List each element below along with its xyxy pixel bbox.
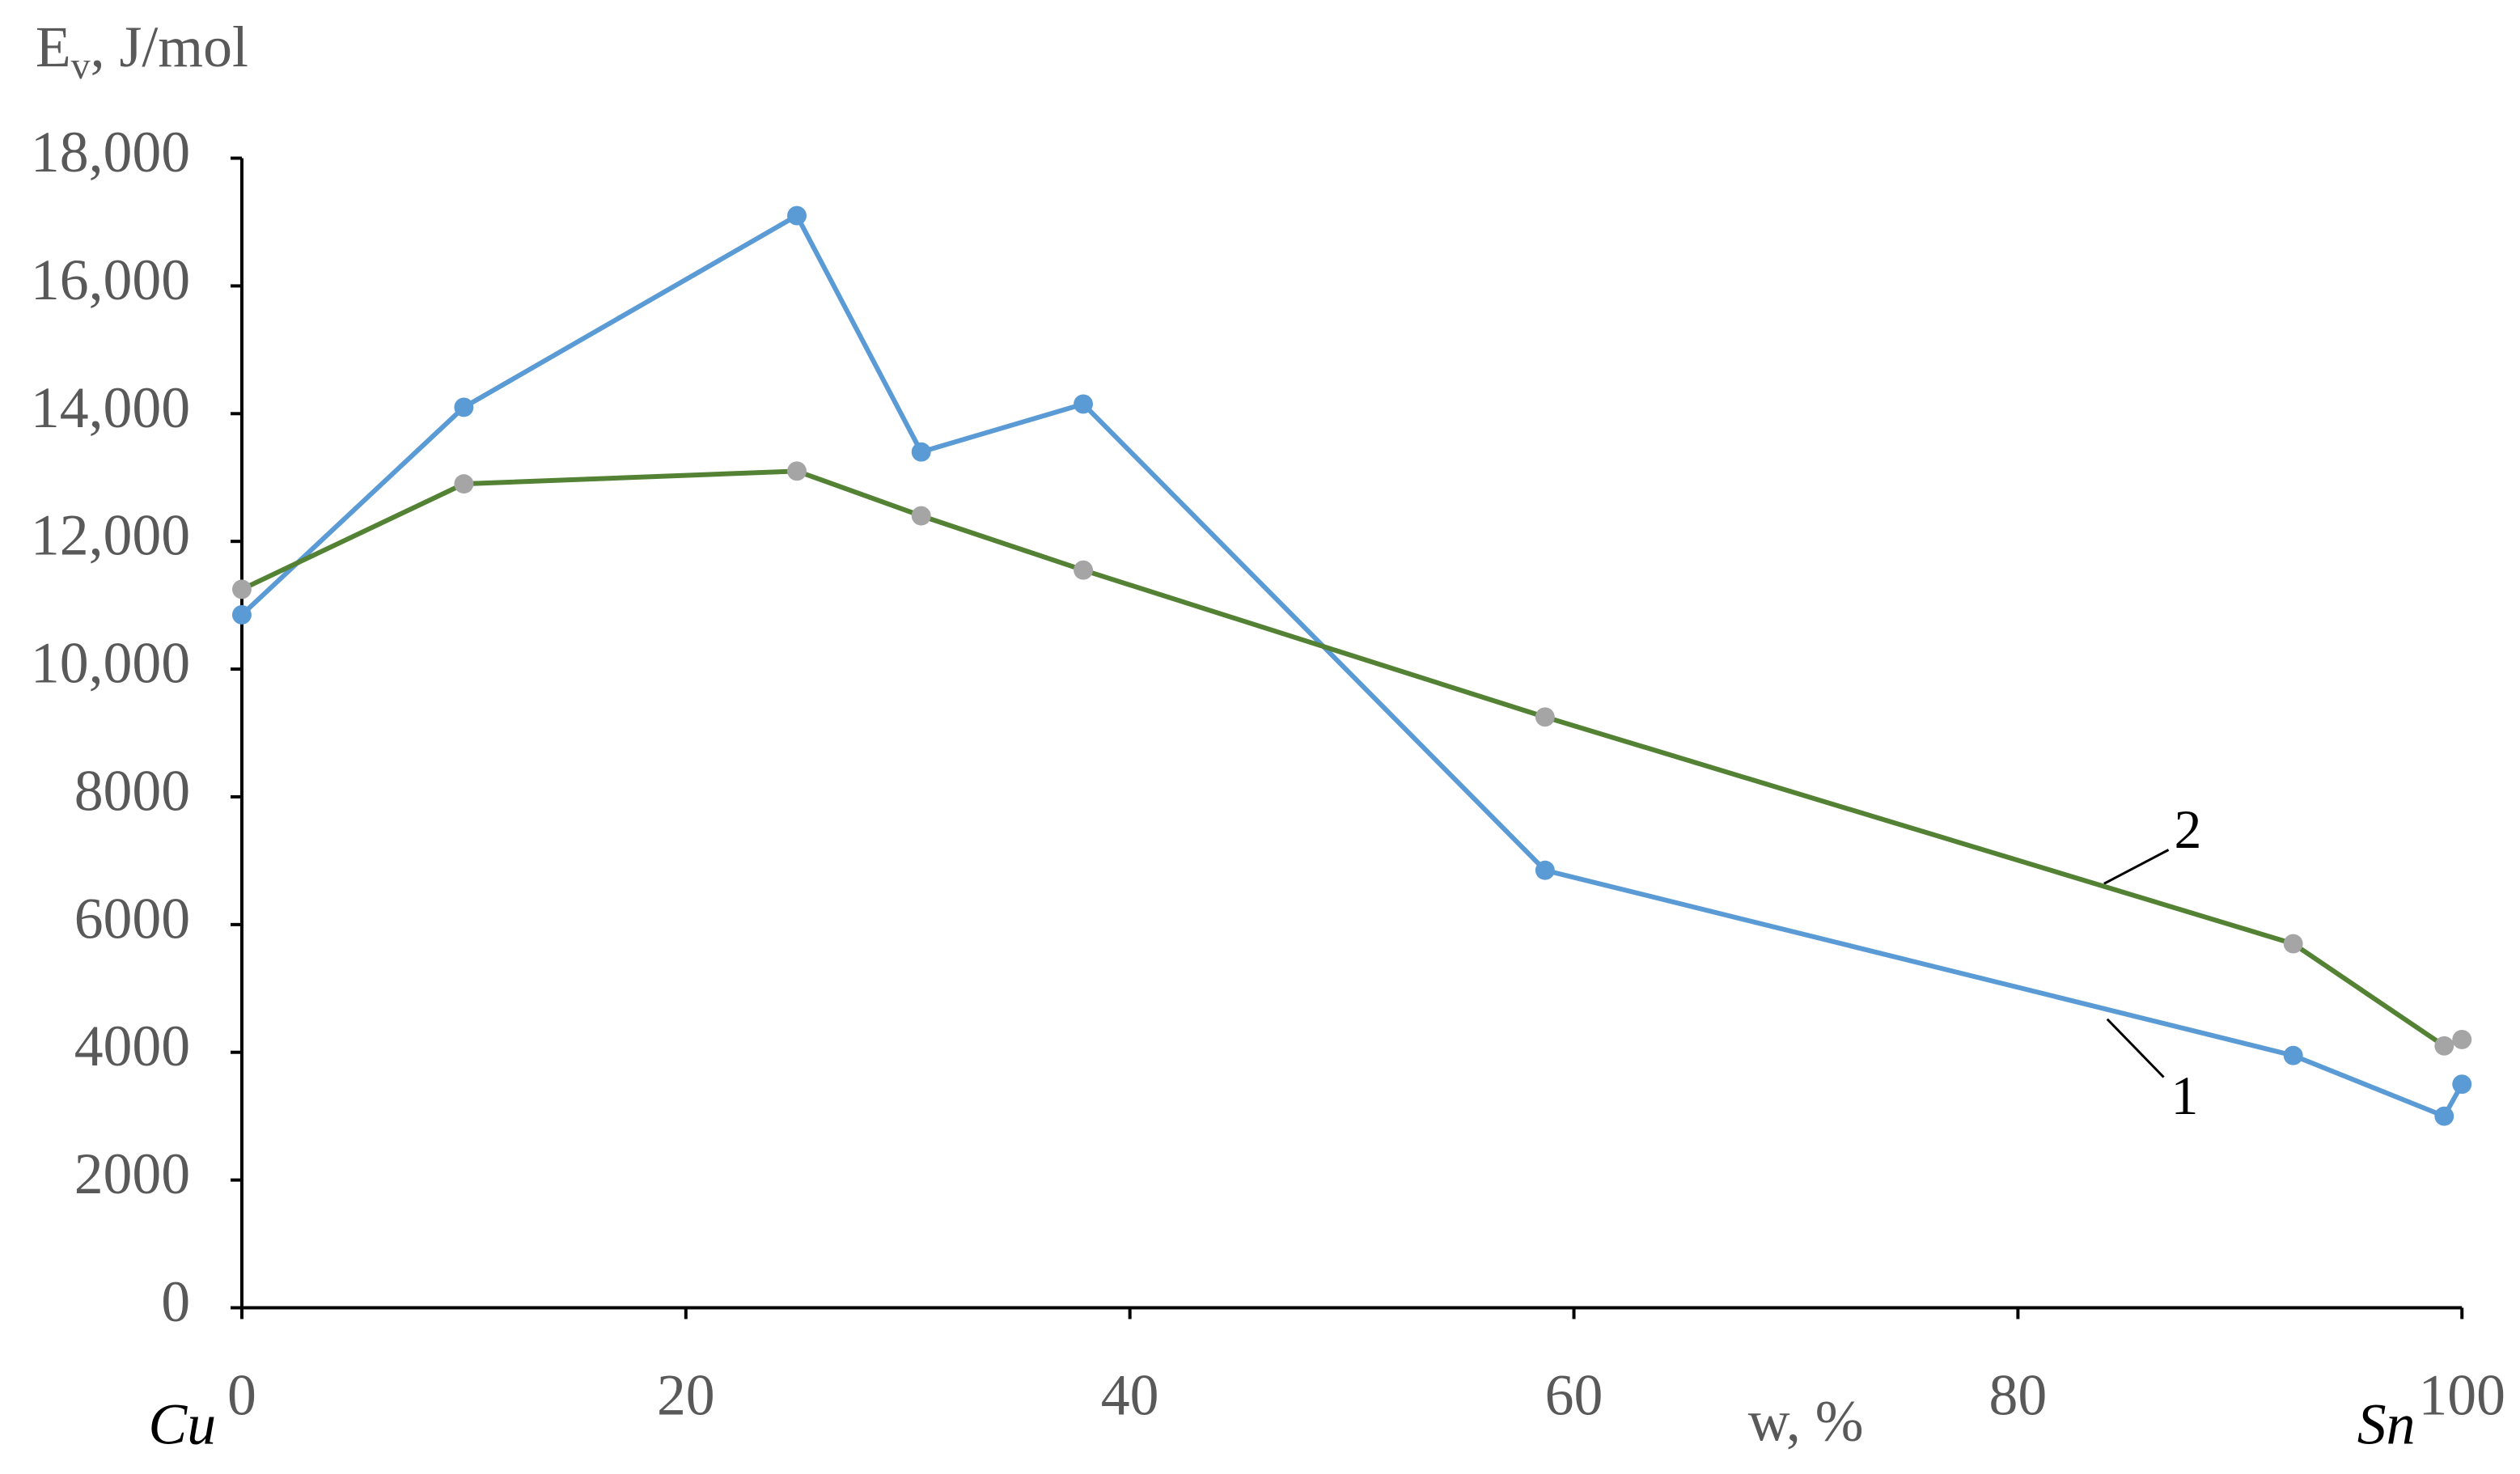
y-label-rest: , J/mol bbox=[91, 15, 248, 79]
series-label: 1 bbox=[2171, 1065, 2199, 1126]
y-tick-label: 8000 bbox=[74, 758, 190, 823]
x-tick-label: 20 bbox=[657, 1363, 715, 1428]
data-point bbox=[2283, 934, 2303, 954]
y-tick-label: 6000 bbox=[74, 886, 190, 951]
data-point bbox=[1535, 860, 1555, 880]
data-point bbox=[231, 605, 252, 625]
data-point bbox=[787, 461, 807, 481]
y-tick-label: 18,000 bbox=[31, 120, 190, 184]
sn-label: Sn bbox=[2357, 1391, 2416, 1456]
data-point bbox=[2283, 1045, 2303, 1065]
data-point bbox=[2434, 1106, 2454, 1126]
x-tick-label: 40 bbox=[1101, 1363, 1159, 1428]
leader-line bbox=[2103, 849, 2170, 885]
data-point bbox=[2452, 1029, 2472, 1049]
y-axis-label: Ev, J/mol bbox=[36, 15, 248, 87]
y-tick-label: 0 bbox=[161, 1269, 190, 1334]
x-tick-label: 80 bbox=[1989, 1363, 2048, 1428]
leader-line bbox=[2106, 1018, 2165, 1078]
series-line bbox=[240, 468, 2463, 1049]
data-point bbox=[911, 506, 931, 526]
data-point bbox=[1535, 707, 1555, 727]
data-point bbox=[1074, 394, 1093, 414]
data-point bbox=[787, 205, 807, 226]
data-point bbox=[1074, 560, 1093, 580]
y-tick-label: 14,000 bbox=[31, 375, 190, 440]
data-point bbox=[454, 474, 474, 494]
data-point bbox=[454, 397, 474, 417]
y-label-main: E bbox=[36, 15, 71, 79]
data-point bbox=[231, 579, 252, 599]
series-label: 2 bbox=[2175, 799, 2202, 860]
cu-label: Cu bbox=[148, 1391, 216, 1456]
data-point bbox=[911, 442, 931, 462]
series-line bbox=[239, 212, 2464, 1120]
x-tick-label: 0 bbox=[227, 1363, 256, 1428]
x-tick-label: 60 bbox=[1545, 1363, 1603, 1428]
x-axis-label: w, % bbox=[1748, 1388, 1864, 1453]
data-point bbox=[2434, 1036, 2454, 1056]
x-tick-label: 100 bbox=[2418, 1363, 2505, 1428]
data-point bbox=[2452, 1074, 2472, 1095]
y-tick-label: 16,000 bbox=[31, 248, 190, 312]
y-tick-label: 4000 bbox=[74, 1014, 190, 1078]
y-tick-label: 12,000 bbox=[31, 503, 190, 568]
y-tick-label: 10,000 bbox=[31, 631, 190, 696]
y-tick-label: 2000 bbox=[74, 1142, 190, 1206]
y-label-sub: v bbox=[71, 44, 91, 87]
